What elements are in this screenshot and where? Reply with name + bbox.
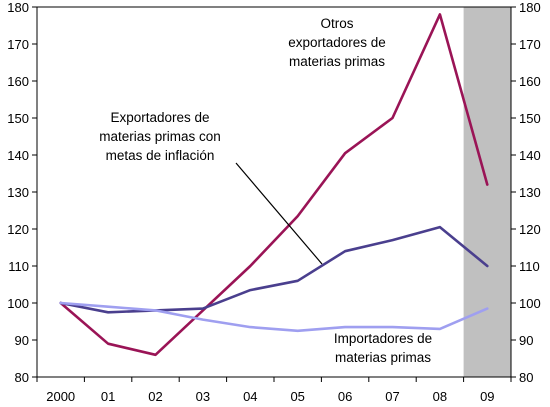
y-tick-label-right: 140: [519, 148, 541, 163]
x-tick-label: 05: [290, 389, 304, 404]
y-tick-label-right: 80: [519, 370, 533, 385]
y-tick-label-right: 120: [519, 222, 541, 237]
shaded-period-band: [463, 7, 511, 377]
y-tick-label-left: 160: [7, 74, 29, 89]
x-tick-label: 2000: [46, 389, 75, 404]
x-tick-label: 07: [385, 389, 399, 404]
x-tick-label: 09: [480, 389, 494, 404]
annotation-2-line: metas de inflación: [106, 148, 215, 163]
y-tick-label-left: 120: [7, 222, 29, 237]
series-line-1: [59, 13, 489, 357]
annotation-3-line: materias primas: [335, 350, 431, 365]
x-tick-label: 02: [148, 389, 162, 404]
annotation-1-line: Otros: [320, 16, 353, 31]
x-tick-label: 08: [433, 389, 447, 404]
y-tick-label-left: 130: [7, 185, 29, 200]
x-tick-label: 04: [243, 389, 257, 404]
plot-frame: [36, 6, 512, 378]
y-tick-label-right: 160: [519, 74, 541, 89]
y-tick-label-right: 130: [519, 185, 541, 200]
annotation-2-line: materias primas con: [99, 129, 221, 144]
series-line-3: [59, 301, 489, 333]
annotation-3-line: Importadores de: [334, 331, 432, 346]
series-line-2: [59, 225, 489, 314]
y-tick-label-left: 170: [7, 37, 29, 52]
annotation-1-line: exportadores de: [288, 35, 386, 50]
x-tick-label: 06: [338, 389, 352, 404]
x-tick-label: 03: [196, 389, 210, 404]
y-tick-label-left: 180: [7, 0, 29, 15]
y-tick-label-right: 100: [519, 296, 541, 311]
y-tick-label-right: 180: [519, 0, 541, 15]
annotation-2-line: Exportadores de: [110, 110, 209, 125]
y-tick-label-left: 90: [15, 333, 29, 348]
annotation-1-line: materias primas: [289, 54, 385, 69]
annotation-leader-line: [235, 162, 323, 265]
y-tick-label-left: 80: [15, 370, 29, 385]
y-tick-label-right: 150: [519, 111, 541, 126]
y-tick-label-left: 150: [7, 111, 29, 126]
y-tick-label-right: 110: [519, 259, 540, 274]
y-tick-label-right: 170: [519, 37, 541, 52]
y-tick-label-left: 110: [8, 259, 29, 274]
y-tick-label-left: 100: [7, 296, 29, 311]
x-tick-label: 01: [101, 389, 115, 404]
y-tick-label-left: 140: [7, 148, 29, 163]
y-tick-label-right: 90: [519, 333, 533, 348]
